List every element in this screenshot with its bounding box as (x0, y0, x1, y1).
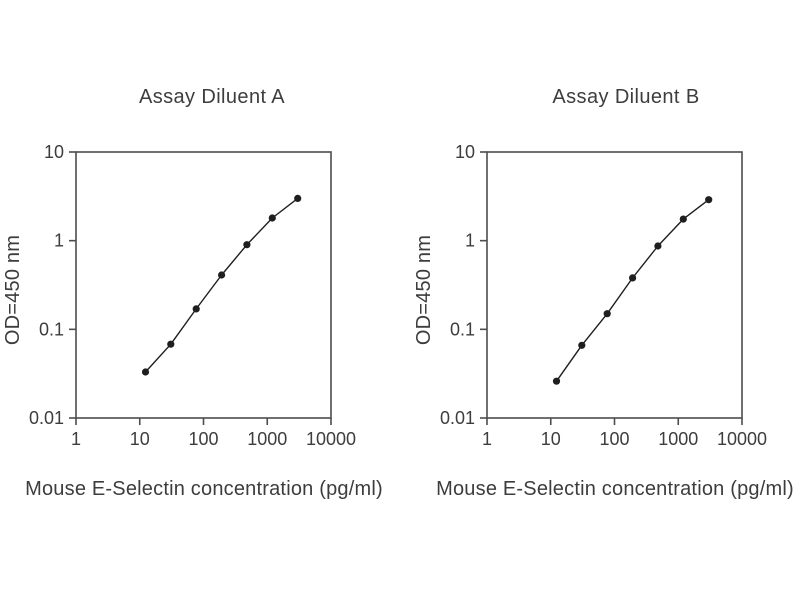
x-tick-label: 10 (541, 429, 561, 449)
x-tick-label: 100 (599, 429, 629, 449)
y-tick-label: 0.1 (39, 319, 64, 339)
data-point-marker (552, 377, 561, 385)
data-point-marker (603, 310, 611, 318)
y-tick-label: 1 (54, 231, 64, 251)
data-point-marker (141, 368, 150, 376)
y-tick-label: 10 (455, 142, 475, 162)
y-tick-label: 0.01 (29, 408, 64, 428)
data-point-marker (679, 215, 687, 223)
x-tick-label: 10 (130, 429, 150, 449)
data-point-marker (705, 196, 713, 204)
y-tick-label: 0.01 (440, 408, 475, 428)
x-tick-label: 100 (188, 429, 218, 449)
chart-b-title: Assay Diluent B (552, 86, 700, 108)
plot-box (486, 151, 743, 419)
data-point-marker (654, 242, 662, 250)
data-point-marker (578, 341, 586, 349)
chart-a-title: Assay Diluent A (138, 86, 286, 108)
standard-curve-line (555, 198, 710, 382)
data-point-marker (192, 305, 200, 313)
data-point-marker (268, 214, 276, 222)
x-tick-label: 1000 (247, 429, 287, 449)
data-point-marker (629, 274, 637, 282)
x-tick-label: 1 (71, 429, 81, 449)
x-tick-label: 1 (482, 429, 492, 449)
y-tick-label: 0.1 (450, 319, 475, 339)
data-point-marker (167, 340, 175, 348)
chart-a-y-axis-label: OD=450 nm (2, 234, 24, 346)
data-point-marker (218, 271, 226, 279)
chart-b-x-axis-label: Mouse E-Selectin concentration (pg/ml) (436, 478, 794, 500)
x-tick-label: 10000 (306, 429, 356, 449)
plot-box (75, 151, 332, 419)
y-tick-label: 1 (465, 231, 475, 251)
chart-b-y-axis-label: OD=450 nm (413, 234, 435, 346)
y-tick-label: 10 (44, 142, 64, 162)
data-point-marker (294, 194, 302, 202)
data-point-marker (243, 241, 251, 249)
x-tick-label: 10000 (717, 429, 767, 449)
x-tick-label: 1000 (658, 429, 698, 449)
chart-a-x-axis-label: Mouse E-Selectin concentration (pg/ml) (25, 478, 383, 500)
